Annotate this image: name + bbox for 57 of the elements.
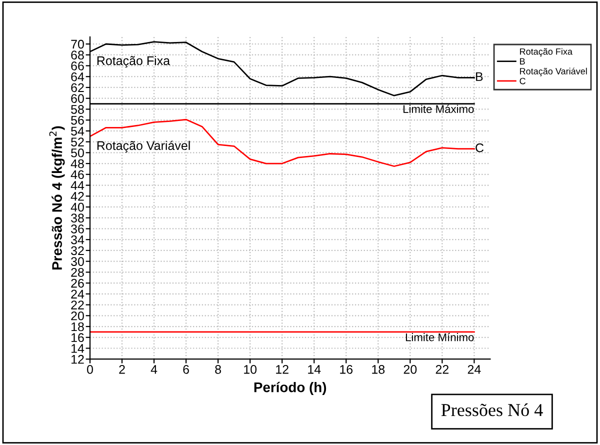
- y-tick-label: 66: [71, 62, 84, 70]
- text: B: [476, 72, 483, 81]
- y-tick-label: 26: [71, 278, 84, 288]
- y-tick-label: 34: [71, 235, 84, 244]
- x-tick-label: 10: [244, 365, 257, 374]
- y-tick-label: 64: [71, 72, 84, 82]
- y-tick-label: 52: [71, 138, 84, 146]
- legend-label: C: [520, 78, 526, 84]
- x-axis-title: Período (h): [254, 382, 326, 395]
- y-tick-label: 46: [70, 170, 84, 180]
- ref-line-label: Limite Mínimo: [406, 332, 474, 342]
- x-tick-label: 14: [308, 365, 321, 374]
- annotation: Rotação Fixa: [97, 56, 170, 68]
- x-tick-label: 2: [119, 365, 125, 374]
- y-tick-label: 44: [70, 181, 84, 190]
- annotation: Rotação Variável: [97, 140, 190, 153]
- y-tick-label: 40: [70, 202, 84, 212]
- y-tick-label: 32: [71, 246, 84, 256]
- y-tick-label: 22: [71, 300, 84, 310]
- y-tick-label: 50: [71, 148, 84, 158]
- y-tick-label: 60: [71, 94, 84, 103]
- x-tick-label: 18: [372, 365, 385, 374]
- y-tick-label: 54: [71, 126, 84, 136]
- x-tick-label: 8: [215, 365, 221, 374]
- x-tick-label: 12: [276, 365, 288, 374]
- y-tick-label: 58: [71, 104, 84, 114]
- text: Rotação Variável: [520, 68, 587, 76]
- y-tick-label: 28: [71, 268, 84, 277]
- y-tick-label: 24: [71, 290, 84, 298]
- legend-label: B: [520, 58, 525, 64]
- y-tick-label: 18: [71, 322, 84, 332]
- x-tick-label: 16: [340, 365, 353, 374]
- line-series: [90, 118, 475, 167]
- y-tick-label: 36: [71, 224, 84, 234]
- text: C: [476, 143, 484, 152]
- y-tick-label: 12: [71, 354, 84, 364]
- x-tick-label: 0: [87, 365, 93, 374]
- y-tick-label: 14: [71, 344, 84, 353]
- x-tick-label: 22: [436, 365, 448, 374]
- y-tick-label: 70: [71, 40, 84, 49]
- y-tick-label: 30: [71, 257, 84, 266]
- y-tick-label: 48: [70, 159, 84, 168]
- y-axis-title: Pressão Nó 4 (kgf/m$^{2}$): [49, 126, 65, 270]
- y-tick-label: 20: [71, 311, 84, 320]
- x-tick-label: 4: [150, 365, 158, 374]
- y-tick-label: 56: [71, 116, 84, 125]
- ref-line-label: Limite Máximo: [403, 104, 474, 114]
- y-tick-label: 42: [70, 192, 84, 201]
- x-tick-label: 24: [468, 365, 481, 374]
- text: Pressões Nó 4: [441, 403, 543, 416]
- y-tick-label: 68: [71, 50, 84, 60]
- x-tick-label: 20: [404, 365, 417, 374]
- y-tick-label: 62: [71, 83, 84, 92]
- y-tick-label: 16: [71, 333, 84, 342]
- text: Rotação Fixa: [520, 48, 572, 57]
- x-tick-label: 6: [183, 365, 189, 374]
- y-tick-label: 38: [71, 214, 84, 223]
